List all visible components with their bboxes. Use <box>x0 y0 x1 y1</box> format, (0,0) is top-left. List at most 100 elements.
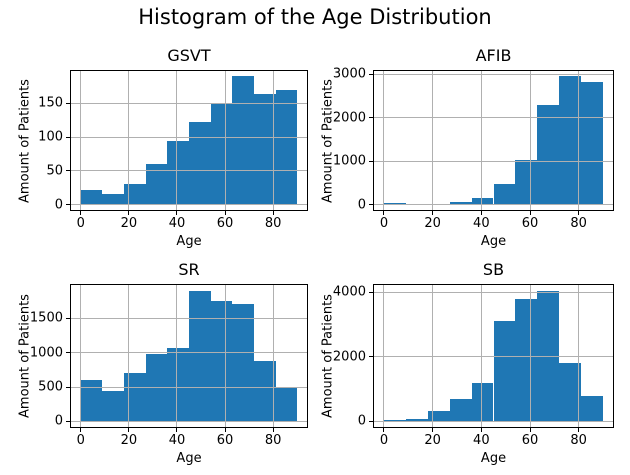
y-gridline <box>70 170 308 172</box>
x-tick-mark <box>578 211 580 215</box>
y-gridline <box>373 73 614 75</box>
histogram-bar <box>581 396 604 422</box>
x-tick-mark <box>176 211 178 215</box>
x-gridline <box>432 70 434 211</box>
x-tick-label: 80 <box>570 433 587 448</box>
x-tick-mark <box>176 428 178 432</box>
y-tick-mark <box>369 291 373 293</box>
x-tick-label: 40 <box>473 216 490 231</box>
histogram-bar <box>232 304 254 422</box>
subplot-title: SR <box>178 260 200 279</box>
x-tick-label: 20 <box>120 216 138 231</box>
histogram-bar <box>427 410 450 422</box>
histogram-bar <box>124 183 146 205</box>
y-tick-mark <box>66 386 70 388</box>
histogram-bar <box>275 387 298 422</box>
histogram-bar <box>275 89 298 205</box>
x-tick-mark <box>480 428 482 432</box>
y-gridline <box>70 386 308 388</box>
histogram-bar <box>124 373 146 422</box>
y-tick-label: 2000 <box>332 349 366 365</box>
x-tick-label: 0 <box>76 433 85 448</box>
y-tick-mark <box>369 73 373 75</box>
x-gridline <box>224 70 226 211</box>
y-tick-mark <box>66 136 70 138</box>
x-tick-label: 40 <box>168 216 186 231</box>
y-gridline <box>373 204 614 206</box>
x-tick-mark <box>383 211 385 215</box>
histogram-bar <box>493 320 516 422</box>
x-tick-mark <box>578 428 580 432</box>
histogram-bar <box>145 164 168 205</box>
histogram-bar <box>253 93 276 205</box>
y-tick-label: 500 <box>38 379 63 395</box>
x-tick-label: 60 <box>521 216 539 231</box>
x-gridline <box>432 284 434 428</box>
y-tick-label: 50 <box>46 163 63 179</box>
subplot-title: GSVT <box>167 46 211 65</box>
histogram-bar <box>405 418 428 422</box>
x-gridline <box>128 70 130 211</box>
histogram-bar <box>232 76 254 205</box>
y-gridline <box>373 420 614 422</box>
histogram-bar <box>102 194 125 205</box>
x-tick-mark <box>432 211 434 215</box>
x-tick-label: 40 <box>473 433 490 448</box>
x-axis-label: Age <box>176 234 202 249</box>
y-tick-label: 0 <box>357 413 366 429</box>
histogram-bar <box>449 201 472 205</box>
histogram-bar <box>559 363 582 422</box>
histogram-bar <box>427 203 450 205</box>
figure-title: Histogram of the Age Distribution <box>138 5 492 29</box>
x-gridline <box>272 284 274 428</box>
x-tick-mark <box>529 428 531 432</box>
y-axis-label: Amount of Patients <box>17 78 33 203</box>
x-axis-label: Age <box>480 451 507 466</box>
histogram-bar <box>253 361 276 422</box>
y-gridline <box>70 317 308 319</box>
histogram-bar <box>537 105 560 205</box>
y-tick-label: 1500 <box>29 310 63 326</box>
subplot-sr: 0 20 40 60 80 0 500 1000 1500 SR Age Amount of Pati… <box>18 262 308 465</box>
y-tick-mark <box>66 317 70 319</box>
y-gridline <box>70 102 308 104</box>
y-gridline <box>373 291 614 293</box>
x-gridline <box>529 284 531 428</box>
x-tick-label: 0 <box>76 216 85 231</box>
y-gridline <box>70 352 308 354</box>
histogram-bar <box>515 299 538 422</box>
x-tick-label: 0 <box>379 433 389 448</box>
y-tick-label: 1000 <box>29 345 63 361</box>
subplot-gsvt: 0 20 40 60 80 0 50 100 150 GSVT Age Amount of Patie… <box>18 48 308 248</box>
x-gridline <box>529 70 531 211</box>
histogram-bar <box>167 347 189 422</box>
x-gridline <box>80 284 82 428</box>
y-tick-mark <box>369 420 373 422</box>
histogram-bar <box>210 300 233 422</box>
x-gridline <box>480 70 482 211</box>
y-gridline <box>70 204 308 206</box>
x-tick-label: 80 <box>570 216 587 231</box>
histogram-bar <box>80 380 103 422</box>
x-tick-mark <box>480 211 482 215</box>
histogram-bar <box>537 290 560 422</box>
x-tick-mark <box>224 211 226 215</box>
x-tick-label: 60 <box>216 433 234 448</box>
histogram-bar <box>581 82 604 205</box>
x-tick-label: 80 <box>264 216 282 231</box>
histogram-bar <box>559 76 582 205</box>
y-gridline <box>373 117 614 119</box>
subplot-afib: 0 20 40 60 80 0 1000 2000 3000 AFIB Age Amount of P… <box>321 48 614 248</box>
x-tick-mark <box>80 428 82 432</box>
y-tick-label: 100 <box>38 129 63 145</box>
subplot-title: SB <box>482 260 505 279</box>
y-tick-mark <box>369 117 373 119</box>
x-gridline <box>224 284 226 428</box>
y-tick-mark <box>66 204 70 206</box>
histogram-bar <box>471 198 494 205</box>
x-axis-label: Age <box>176 451 202 466</box>
histogram-bar <box>449 399 472 422</box>
x-tick-mark <box>529 211 531 215</box>
x-tick-label: 60 <box>521 433 539 448</box>
